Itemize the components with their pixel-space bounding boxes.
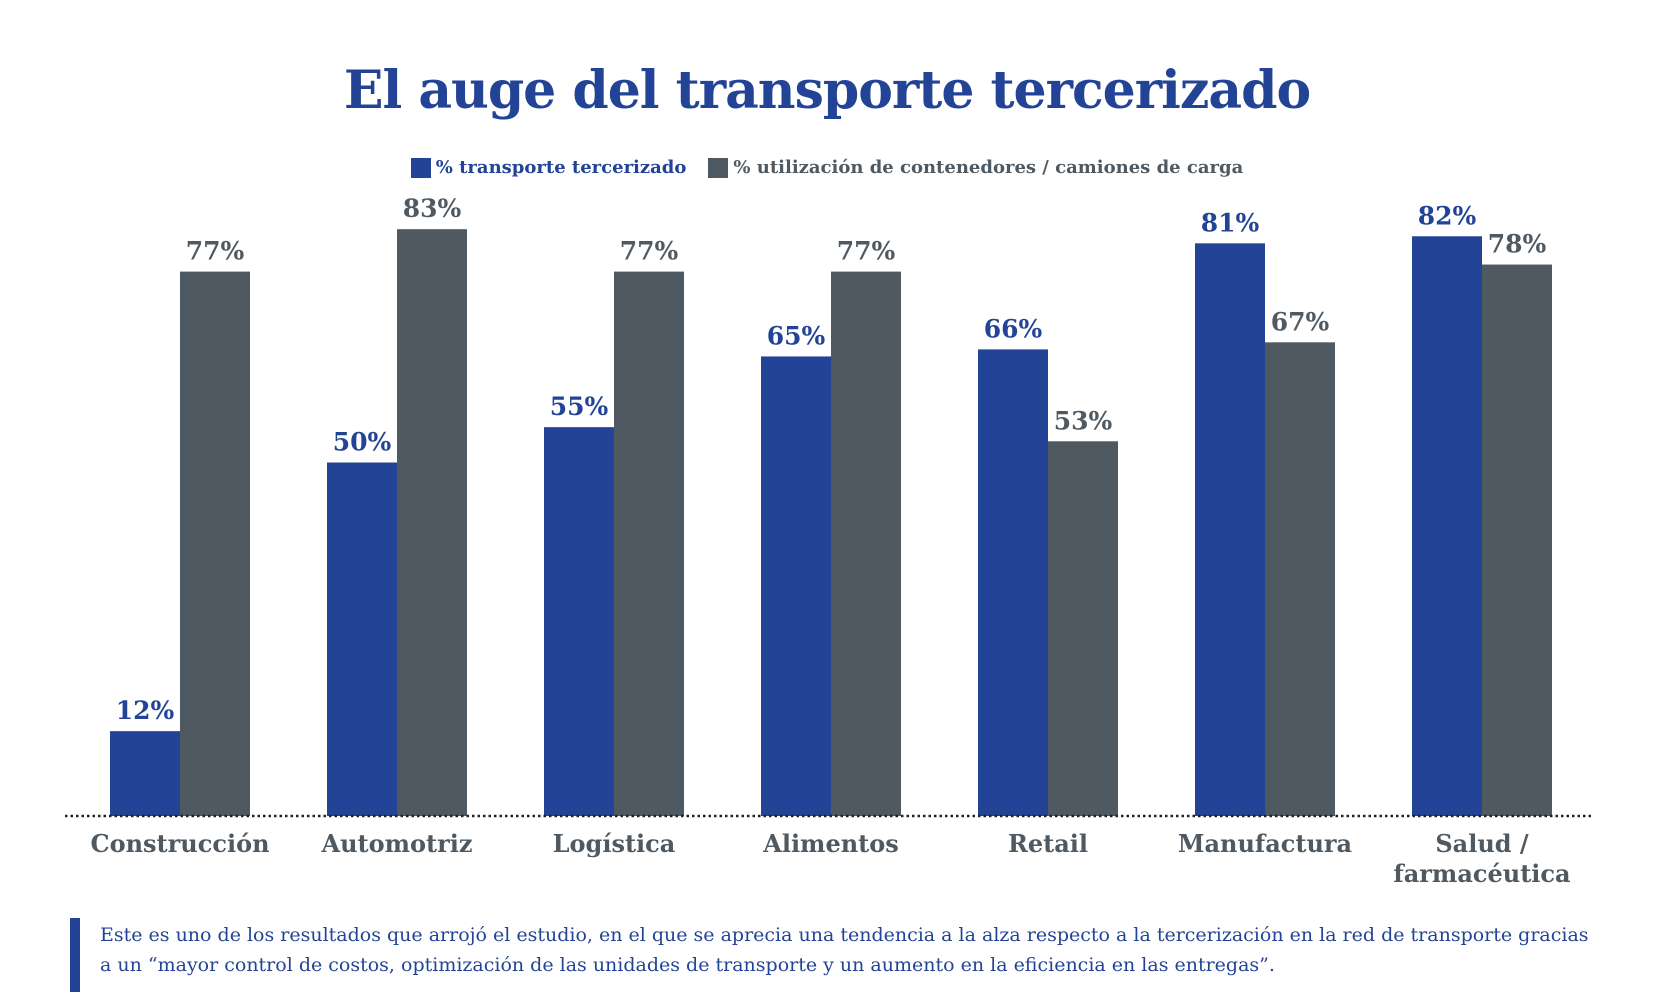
category-label-4: Retail — [1008, 829, 1088, 858]
value-label-contenedores-5: 67% — [1271, 307, 1330, 336]
legend-item-contenedores: % utilización de contenedores / camiones… — [708, 157, 1243, 178]
footnote-text: Este es uno de los resultados que arrojó… — [100, 924, 1589, 976]
bar-tercerizado-4 — [978, 349, 1048, 816]
bar-contenedores-3 — [831, 271, 901, 816]
value-label-tercerizado-0: 12% — [116, 696, 175, 725]
category-labels-group: Construcción Automotriz Logística Alimentos… — [90, 829, 1570, 888]
legend-item-tercerizado: % transporte tercerizado — [410, 157, 687, 178]
value-label-contenedores-2: 77% — [620, 237, 679, 266]
value-label-contenedores-3: 77% — [837, 237, 896, 266]
value-labels-group: 12% 77% 50% 83% 55% 77% 65% 77% 66% 53% 81% 67% 82% 7… — [116, 194, 1547, 725]
category-label-0: Construcción — [90, 829, 269, 858]
value-label-contenedores-1: 83% — [403, 194, 462, 223]
chart-title: El auge del transporte tercerizado — [343, 60, 1311, 121]
bar-contenedores-4 — [1048, 441, 1118, 816]
category-label-1: Automotriz — [320, 829, 472, 858]
bar-contenedores-2 — [614, 271, 684, 816]
value-label-tercerizado-4: 66% — [984, 314, 1043, 343]
legend-swatch-contenedores — [708, 157, 729, 178]
category-label-6: Salud / farmacéutica — [1393, 829, 1570, 888]
category-label-line: Salud / — [1435, 829, 1529, 858]
category-label-2: Logística — [553, 829, 676, 858]
value-label-contenedores-6: 78% — [1488, 230, 1547, 259]
bars-group — [110, 229, 1552, 816]
value-label-contenedores-0: 77% — [186, 237, 245, 266]
bar-contenedores-0 — [180, 271, 250, 816]
value-label-tercerizado-6: 82% — [1418, 201, 1477, 230]
value-label-tercerizado-3: 65% — [767, 321, 826, 350]
bar-chart: 12% 77% 50% 83% 55% 77% 65% 77% 66% 53% 81% 67% 82% 7… — [65, 194, 1592, 888]
value-label-tercerizado-5: 81% — [1201, 208, 1260, 237]
bar-tercerizado-0 — [110, 731, 180, 816]
bar-tercerizado-6 — [1412, 236, 1482, 816]
bar-tercerizado-5 — [1195, 243, 1265, 816]
bar-contenedores-1 — [397, 229, 467, 816]
bar-contenedores-5 — [1265, 342, 1335, 816]
legend-swatch-tercerizado — [410, 157, 431, 178]
bar-contenedores-6 — [1482, 264, 1552, 816]
category-label-line: farmacéutica — [1393, 859, 1570, 888]
legend-label-tercerizado: % transporte tercerizado — [435, 157, 687, 178]
legend-label-contenedores: % utilización de contenedores / camiones… — [733, 157, 1244, 178]
category-label-5: Manufactura — [1178, 829, 1352, 858]
value-label-contenedores-4: 53% — [1054, 406, 1113, 435]
category-label-3: Alimentos — [762, 829, 899, 858]
bar-tercerizado-3 — [761, 356, 831, 816]
footnote: Este es uno de los resultados que arrojó… — [70, 918, 1590, 992]
bar-tercerizado-1 — [327, 462, 397, 816]
bar-tercerizado-2 — [544, 427, 614, 816]
value-label-tercerizado-2: 55% — [550, 392, 609, 421]
chart-legend: % transporte tercerizado % utilización d… — [0, 157, 1654, 178]
value-label-tercerizado-1: 50% — [333, 428, 392, 457]
footnote-accent-bar — [70, 918, 80, 992]
